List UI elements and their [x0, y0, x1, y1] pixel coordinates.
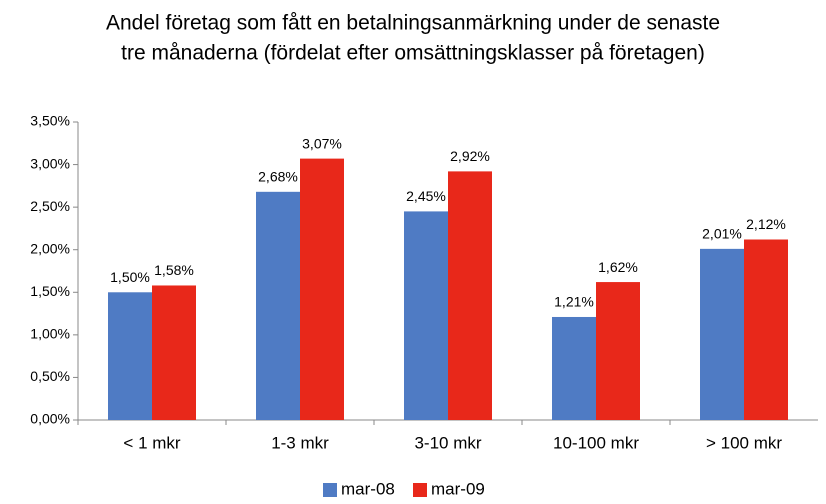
y-tick-label: 2,50%: [30, 198, 70, 214]
bar: [448, 171, 492, 420]
y-tick-label: 3,00%: [30, 155, 70, 171]
y-tick-label: 0,50%: [30, 368, 70, 384]
bar: [596, 282, 640, 420]
bar: [256, 191, 300, 420]
data-label: 2,68%: [258, 169, 298, 185]
y-tick-label: 0,00%: [30, 411, 70, 427]
x-tick-label: < 1 mkr: [123, 433, 180, 452]
data-label: 1,58%: [154, 262, 194, 278]
x-tick-label: 1-3 mkr: [271, 433, 329, 452]
data-label: 1,62%: [598, 259, 638, 275]
bar: [744, 239, 788, 420]
data-label: 2,01%: [702, 226, 742, 242]
data-label: 3,07%: [302, 135, 342, 151]
data-label: 2,12%: [746, 216, 786, 232]
bar: [300, 158, 344, 420]
legend-swatch: [323, 483, 337, 497]
x-tick-label: 10-100 mkr: [553, 433, 639, 452]
data-label: 2,45%: [406, 188, 446, 204]
bar: [404, 211, 448, 420]
data-label: 2,92%: [450, 148, 490, 164]
y-tick-label: 1,50%: [30, 283, 70, 299]
legend-label: mar-08: [341, 479, 395, 498]
data-label: 1,50%: [110, 269, 150, 285]
y-tick-label: 1,00%: [30, 326, 70, 342]
legend-swatch: [413, 483, 427, 497]
chart-title: tre månaderna (fördelat efter omsättning…: [121, 42, 705, 65]
chart-title: Andel företag som fått en betalningsanmä…: [106, 12, 720, 35]
x-tick-label: 3-10 mkr: [414, 433, 481, 452]
bar: [552, 316, 596, 420]
y-tick-label: 3,50%: [30, 113, 70, 129]
bar: [152, 285, 196, 420]
bar: [700, 248, 744, 420]
y-tick-label: 2,00%: [30, 240, 70, 256]
bar: [108, 292, 152, 420]
legend-label: mar-09: [431, 479, 485, 498]
x-tick-label: > 100 mkr: [706, 433, 782, 452]
data-label: 1,21%: [554, 294, 594, 310]
